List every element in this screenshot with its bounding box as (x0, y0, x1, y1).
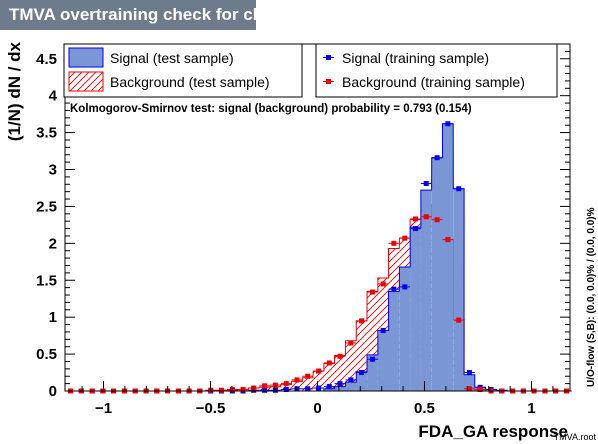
histogram-bar (377, 330, 389, 391)
training-point (402, 235, 408, 241)
x-tick-label: 0.5 (414, 400, 435, 417)
y-tick-label: 3.5 (36, 125, 57, 142)
histogram-bar (323, 363, 335, 391)
training-point (326, 360, 332, 366)
histogram-bar (420, 190, 432, 391)
y-axis-label: (1/N) dN / dx (5, 41, 24, 141)
training-point (434, 155, 440, 161)
training-point (316, 385, 322, 391)
training-point (423, 181, 429, 187)
y-tick-label: 1.5 (36, 272, 57, 289)
histogram-bar (323, 388, 335, 391)
training-point (272, 387, 278, 393)
window-title: TMVA overtraining check for classifier: … (0, 0, 397, 30)
training-point (348, 377, 354, 383)
x-axis-label: FDA_GA response (418, 422, 568, 441)
training-point (294, 377, 300, 383)
training-point (348, 340, 354, 346)
training-point (359, 318, 365, 324)
training-point (380, 281, 386, 287)
histogram-bar (356, 320, 367, 391)
training-point (262, 383, 268, 389)
histogram-bar (367, 354, 378, 391)
histogram-bar (442, 123, 454, 391)
y-tick-label: 4 (49, 88, 58, 105)
legend-label-signal-test: Signal (test sample) (110, 50, 234, 66)
training-point (456, 186, 462, 192)
training-point (369, 289, 375, 295)
training-point (413, 226, 419, 232)
training-point (413, 216, 419, 222)
training-point (283, 381, 289, 387)
training-point (326, 384, 332, 390)
ks-test-text: Kolmogorov-Smirnov test: signal (backgro… (70, 103, 472, 115)
plot-area-background (65, 44, 570, 391)
histogram-bar (334, 386, 346, 391)
histogram-bar (431, 157, 443, 391)
y-tick-label: 2 (49, 235, 57, 252)
training-point (294, 386, 300, 392)
x-tick-label: −1 (95, 400, 112, 417)
training-point (337, 381, 343, 387)
training-point (337, 353, 343, 359)
histogram-bar (291, 381, 303, 391)
x-tick-label: 1 (527, 400, 535, 417)
x-tick-label: −0.5 (196, 400, 226, 417)
histogram-bar (345, 382, 357, 391)
histogram-bar (410, 227, 421, 391)
training-point (218, 387, 224, 393)
training-point (262, 387, 268, 393)
training-point (445, 237, 451, 243)
legend-label-background-test: Background (test sample) (110, 74, 270, 90)
overflow-text: U/O-flow (S,B): (0.0, 0.0)% / (0.0, 0.0)… (586, 207, 597, 387)
histogram-bar (453, 188, 465, 391)
histogram-bar (302, 377, 314, 391)
legend-label-background-training: Background (training sample) (342, 74, 525, 90)
training-point (466, 370, 472, 376)
y-tick-label: 2.5 (36, 198, 57, 215)
legend-swatch-signal-test (68, 47, 104, 68)
training-point (380, 327, 386, 333)
training-point (272, 382, 278, 388)
training-point (369, 356, 375, 362)
legend-label-signal-training: Signal (training sample) (342, 50, 489, 66)
watermark-text: TMVA.root (554, 432, 597, 442)
training-point (423, 214, 429, 220)
histogram-bar (345, 340, 357, 391)
training-point (305, 373, 311, 379)
training-point (359, 370, 365, 376)
training-point (466, 386, 472, 392)
training-point (391, 286, 397, 292)
legend-left: Signal (test sample) Background (test sa… (63, 43, 303, 98)
training-point (283, 387, 289, 393)
y-tick-label: 0 (49, 383, 57, 400)
histogram-bar (356, 371, 367, 391)
histogram-bar (334, 355, 346, 391)
training-point (445, 121, 451, 127)
training-point (391, 240, 397, 246)
histogram-outline (65, 123, 570, 391)
legend-swatch-background-test (68, 71, 104, 92)
training-point (240, 387, 246, 393)
histogram-bar (313, 371, 324, 391)
histogram-bar (388, 291, 400, 391)
histogram-bar (464, 374, 475, 391)
y-tick-label: 3 (49, 162, 57, 179)
y-tick-label: 1 (49, 309, 57, 326)
y-tick-label: 0.5 (36, 346, 57, 363)
histogram-bar (367, 291, 378, 391)
x-tick-label: 0 (313, 400, 321, 417)
y-tick-label: 4.5 (36, 51, 57, 68)
training-point (402, 284, 408, 290)
histogram-bar (399, 266, 411, 391)
training-point (477, 387, 483, 393)
training-point (456, 317, 462, 323)
training-point (305, 386, 311, 392)
training-point (316, 368, 322, 374)
legend-right: Signal (training sample) Background (tra… (315, 43, 558, 98)
training-point (434, 217, 440, 223)
